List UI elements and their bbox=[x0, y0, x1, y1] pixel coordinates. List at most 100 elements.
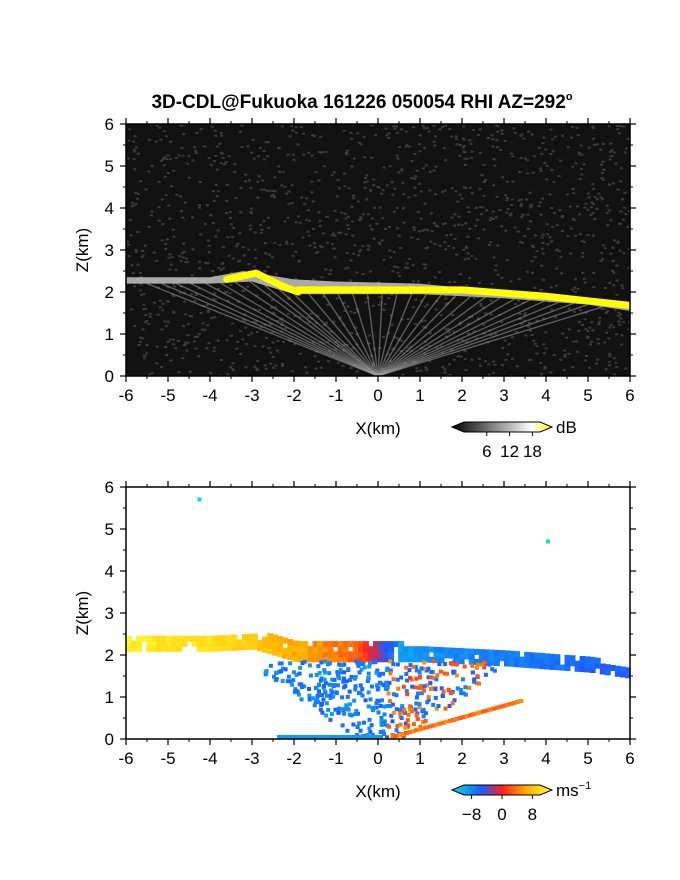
velocity-cell bbox=[473, 648, 480, 655]
beam-ray bbox=[377, 293, 413, 376]
velocity-cell bbox=[236, 639, 243, 646]
velocity-cell bbox=[467, 685, 472, 690]
velocity-cell bbox=[358, 683, 363, 688]
velocity-cell bbox=[498, 704, 504, 709]
velocity-cell bbox=[307, 663, 312, 668]
velocity-cell bbox=[398, 656, 405, 663]
velocity-outlier bbox=[197, 497, 202, 502]
velocity-cell bbox=[336, 710, 341, 715]
velocity-cell bbox=[295, 689, 300, 694]
velocity-cell bbox=[362, 656, 369, 663]
velocity-cell bbox=[384, 680, 389, 685]
velocity-cell bbox=[493, 660, 500, 666]
velocity-cell bbox=[444, 719, 450, 724]
velocity-cell bbox=[437, 662, 442, 667]
velocity-cell bbox=[381, 671, 385, 676]
velocity-cell bbox=[470, 663, 475, 668]
velocity-cell bbox=[362, 641, 369, 648]
velocity-cell bbox=[458, 653, 465, 660]
velocity-cell bbox=[347, 702, 352, 707]
x-tick-label: 2 bbox=[457, 749, 466, 768]
x-tick-label: 3 bbox=[499, 749, 508, 768]
velocity-cell bbox=[429, 670, 434, 674]
velocity-ylabel: Z(km) bbox=[73, 591, 92, 635]
beam-ray bbox=[337, 293, 379, 376]
beam-ray bbox=[377, 293, 398, 376]
velocity-cell bbox=[482, 665, 487, 670]
velocity-cell bbox=[378, 651, 384, 658]
velocity-cell bbox=[319, 676, 324, 681]
beam-ray bbox=[220, 282, 379, 376]
x-tick-label: 5 bbox=[583, 749, 592, 768]
velocity-cell bbox=[368, 697, 373, 702]
velocity-cell bbox=[351, 722, 356, 727]
velocity-cell bbox=[544, 663, 551, 670]
velocity-cell bbox=[330, 677, 335, 682]
velocity-cell bbox=[252, 643, 258, 650]
velocity-cell bbox=[524, 656, 531, 663]
colorbar-tick-label: 6 bbox=[482, 442, 491, 461]
velocity-cell bbox=[370, 732, 375, 737]
velocity-cell bbox=[403, 656, 410, 663]
velocity-cell bbox=[314, 685, 319, 690]
velocity-cell bbox=[337, 646, 344, 653]
velocity-cell bbox=[401, 709, 406, 714]
velocity-cell bbox=[196, 645, 203, 652]
velocity-cell bbox=[599, 668, 606, 675]
x-tick-label: 5 bbox=[583, 386, 592, 405]
velocity-cell bbox=[549, 663, 556, 670]
velocity-cell bbox=[417, 670, 422, 675]
velocity-cell bbox=[385, 735, 390, 739]
colorbar-tick-label: −8 bbox=[462, 805, 481, 824]
velocity-cell bbox=[268, 663, 273, 668]
backscatter-colorbar: dB 6 12 18 bbox=[450, 418, 577, 461]
velocity-cell bbox=[337, 641, 344, 648]
y-tick-label: 3 bbox=[105, 604, 114, 623]
velocity-cell bbox=[368, 730, 373, 734]
velocity-cell bbox=[241, 639, 248, 646]
velocity-cell bbox=[151, 640, 158, 647]
velocity-cell bbox=[288, 661, 293, 666]
velocity-cell bbox=[365, 679, 370, 683]
velocity-cell bbox=[344, 735, 350, 739]
x-tick-label: -1 bbox=[328, 749, 343, 768]
velocity-cell bbox=[324, 701, 329, 706]
beam-ray bbox=[377, 298, 515, 376]
velocity-cell bbox=[126, 640, 132, 647]
velocity-cell bbox=[340, 723, 345, 728]
velocity-cell bbox=[354, 659, 359, 664]
velocity-cell bbox=[391, 662, 396, 667]
velocity-cell bbox=[394, 728, 399, 733]
velocity-cell bbox=[286, 674, 291, 679]
velocity-cell bbox=[348, 735, 354, 739]
velocity-cell bbox=[564, 660, 571, 666]
velocity-cell bbox=[328, 693, 333, 698]
velocity-cell bbox=[442, 671, 447, 676]
beam-ray bbox=[377, 303, 589, 376]
velocity-cell bbox=[362, 646, 369, 653]
velocity-cell bbox=[294, 735, 299, 739]
velocity-cell bbox=[544, 653, 551, 660]
velocity-cell bbox=[146, 645, 153, 652]
velocity-cell bbox=[428, 656, 435, 663]
velocity-cell bbox=[483, 649, 490, 656]
velocity-cell bbox=[524, 662, 531, 668]
velocity-cell bbox=[454, 662, 459, 667]
velocity-cell bbox=[539, 663, 546, 670]
velocity-cell bbox=[320, 701, 325, 706]
velocity-cell bbox=[352, 676, 357, 681]
velocity-cell bbox=[514, 651, 521, 658]
velocity-cell bbox=[478, 649, 485, 656]
velocity-cell bbox=[328, 696, 333, 700]
velocity-cell bbox=[408, 656, 415, 663]
velocity-cell bbox=[463, 648, 470, 655]
velocity-cell bbox=[478, 710, 483, 715]
velocity-cell bbox=[401, 684, 406, 689]
velocity-cell bbox=[433, 687, 438, 692]
velocity-cell bbox=[312, 703, 317, 708]
velocity-cell bbox=[327, 671, 332, 676]
velocity-cell bbox=[297, 651, 304, 658]
velocity-cell bbox=[369, 735, 375, 739]
velocity-cell bbox=[333, 707, 338, 712]
velocity-cell bbox=[417, 727, 423, 732]
